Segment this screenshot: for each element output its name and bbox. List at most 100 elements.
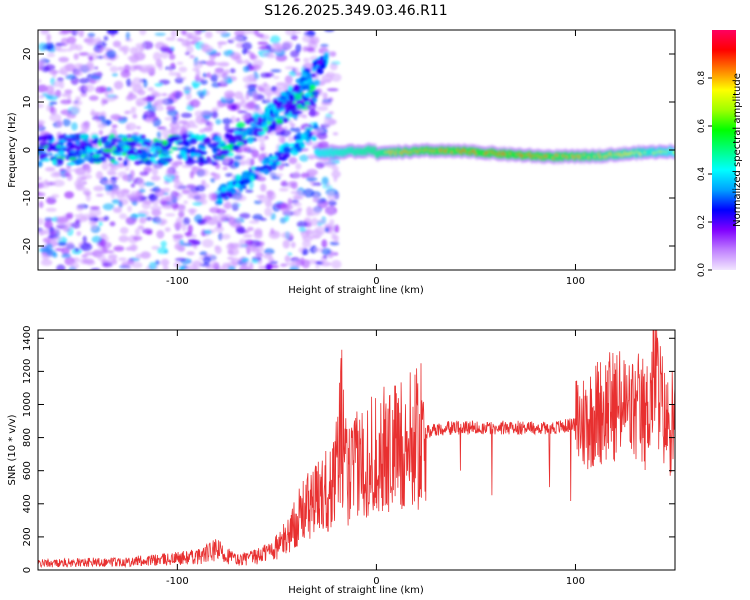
spectrogram-cell: [84, 251, 95, 256]
spectrogram-cell: [99, 238, 106, 248]
spectrogram-cell: [257, 41, 269, 46]
spectrogram-cell: [200, 110, 212, 116]
spectrogram-cell: [227, 103, 238, 111]
spectrogram-cell: [66, 241, 75, 250]
spectrogram-cell: [249, 176, 255, 182]
spectrogram-cell: [157, 126, 167, 130]
spectrogram-cell: [182, 86, 193, 91]
spectrogram-cell: [312, 182, 323, 186]
spectrogram-cell: [52, 158, 57, 165]
spectrogram-cell: [179, 149, 187, 155]
spectrogram-cell: [240, 96, 245, 104]
spectrogram-cell: [161, 128, 170, 137]
spectrogram-cell: [282, 146, 291, 153]
snr-x-tick-label: 0: [373, 576, 379, 587]
spectrogram-cell: [38, 42, 48, 52]
spectrogram-cell: [256, 33, 265, 38]
spectrogram-cell: [64, 191, 74, 199]
spectrogram-cell: [118, 257, 127, 261]
spectrogram-cell: [237, 110, 248, 114]
snr-plot-area: [38, 330, 675, 570]
spectrogram-cell: [113, 245, 125, 252]
spectrogram-cell: [270, 85, 277, 92]
spectrogram-cell: [216, 103, 224, 109]
spectrogram-cell: [258, 176, 266, 182]
spectrogram-cell: [136, 126, 142, 130]
spectrogram-cell: [146, 143, 152, 147]
spectrogram-cell: [195, 69, 201, 78]
spectrogram-cell: [331, 259, 342, 269]
spectrogram-cell: [235, 226, 246, 234]
spectrogram-cell: [112, 40, 122, 48]
spectrogram-cell: [278, 148, 285, 153]
spectrogram-cell: [332, 132, 339, 136]
spectrogram-cell: [254, 241, 265, 247]
spectrogram-cell: [282, 40, 294, 49]
spectrogram-cell: [135, 46, 143, 53]
spectrogram-cell: [58, 30, 68, 36]
spectrogram-cell: [251, 149, 259, 158]
spectrogram-cell: [249, 52, 255, 60]
spectrogram-cell: [306, 176, 318, 182]
spectrogram-cell: [161, 93, 168, 97]
spectrogram-cell: [71, 134, 77, 139]
spectrogram-cell: [109, 167, 119, 171]
spectrogram-cell: [287, 252, 293, 256]
spectrogram-cell: [95, 193, 104, 197]
spectrogram-cell: [311, 90, 320, 96]
spectrogram-cell: [195, 184, 206, 192]
spectrogram-cell: [155, 105, 165, 111]
spectrogram-cell: [44, 41, 55, 51]
spectrogram-cell: [241, 42, 252, 51]
spectrogram-cell: [67, 141, 73, 147]
spectrogram-cell: [78, 63, 85, 72]
spectrogram-cell: [215, 156, 225, 161]
spectrogram-cell: [123, 160, 128, 167]
spectrogram-cell: [131, 200, 138, 206]
spectrogram-cell: [54, 248, 64, 252]
spectrogram-cell: [70, 222, 81, 229]
spectrogram-cell: [72, 100, 83, 106]
spectrogram-cell: [46, 249, 57, 257]
spectrogram-cell: [309, 245, 318, 254]
spectrogram-cell: [202, 238, 214, 248]
spectrogram-cell: [75, 44, 83, 51]
spectrogram-y-tick-label: -10: [22, 190, 33, 206]
spectrogram-cell: [324, 227, 330, 233]
spectrogram-cell: [309, 84, 316, 91]
spectrogram-cell: [103, 155, 112, 159]
spectrogram-cell: [227, 39, 235, 44]
snr-y-tick-label: 200: [22, 527, 33, 546]
spectrogram-cell: [168, 66, 173, 73]
spectrogram-cell: [225, 243, 236, 251]
spectrogram-cell: [75, 70, 83, 77]
spectrogram-cell: [221, 233, 231, 240]
spectrogram-cell: [284, 213, 290, 222]
spectrogram-cell: [132, 77, 143, 87]
spectrogram-cell: [125, 95, 133, 102]
spectrogram-cell: [296, 220, 308, 228]
spectrogram-cell: [78, 140, 88, 147]
spectrogram-cell: [288, 70, 297, 77]
spectrogram-cell: [105, 119, 112, 126]
spectrogram-cell: [109, 66, 119, 73]
spectrogram-cell: [138, 179, 145, 189]
spectrogram-cell: [254, 200, 262, 205]
spectrogram-cell: [290, 123, 296, 127]
spectrogram-cell: [154, 83, 163, 87]
spectrogram-cell: [235, 195, 247, 202]
spectrogram-cell: [59, 154, 68, 158]
spectrogram-cell: [290, 241, 296, 248]
snr-x-axis: -100 0 100: [166, 330, 585, 587]
spectrogram-cell: [152, 102, 159, 107]
spectrogram-cell: [128, 244, 139, 252]
spectrogram-cell: [119, 213, 127, 220]
spectrogram-cell: [69, 149, 77, 153]
spectrogram-cell: [155, 59, 163, 68]
spectrogram-cell: [92, 158, 102, 163]
spectrogram-cell: [281, 231, 294, 239]
spectrogram-cell: [80, 242, 93, 252]
spectrogram-cell: [154, 188, 165, 197]
